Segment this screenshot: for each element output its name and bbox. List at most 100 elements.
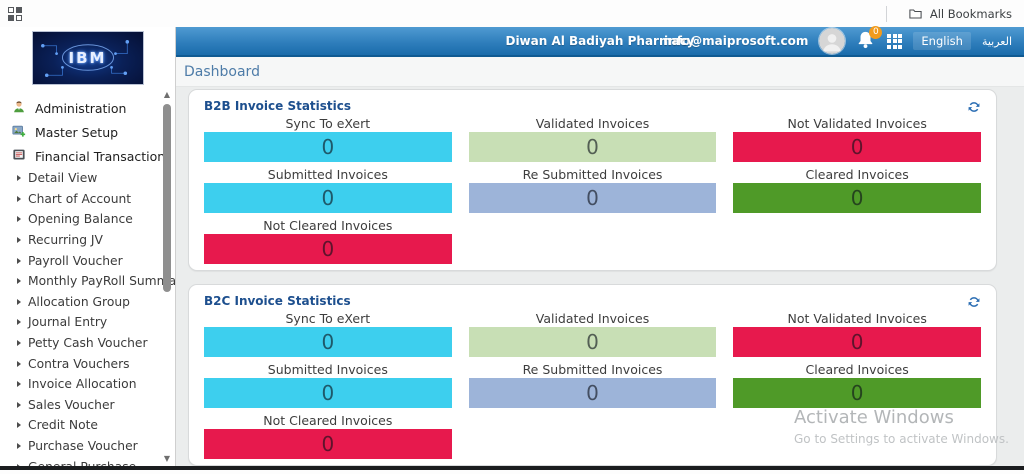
stat-value: 0: [850, 330, 864, 354]
stats-grid: Sync To eXert 0 Validated Invoices 0 Not…: [204, 115, 981, 264]
circuit-decoration: [40, 39, 129, 77]
language-english-button[interactable]: English: [913, 32, 971, 50]
financial-transaction-icon: [12, 148, 26, 165]
ibm-logo: IBM: [31, 30, 144, 85]
stat-value-box: 0: [468, 183, 717, 213]
stat-label: Not Validated Invoices: [787, 311, 927, 326]
stat-value: 0: [321, 186, 335, 210]
folder-icon: [909, 8, 922, 19]
page-title: Dashboard: [184, 63, 260, 80]
stat-value-box: 0: [204, 327, 452, 357]
chevron-right-icon: [17, 443, 21, 450]
stat-sync-to-exert: Sync To eXert 0: [204, 310, 452, 357]
logo-area: IBM: [0, 27, 175, 88]
stat-value: 0: [321, 330, 335, 354]
window-bottom-edge: [0, 466, 1024, 470]
user-avatar[interactable]: [819, 28, 846, 54]
sidebar-item-chart-of-account[interactable]: Chart of Account: [7, 189, 159, 210]
page-header: Dashboard: [176, 57, 1024, 87]
chevron-right-icon: [17, 381, 21, 388]
chevron-right-icon: [17, 257, 21, 264]
stat-value-box: 0: [733, 378, 981, 408]
scroll-down-arrow[interactable]: ▼: [163, 454, 171, 463]
stat-not-validated-invoices: Not Validated Invoices 0: [733, 115, 981, 162]
chevron-right-icon: [17, 278, 21, 285]
stat-cleared-invoices: Cleared Invoices 0: [733, 361, 981, 408]
sidebar: IBM Administration Master Setup Financia…: [0, 27, 176, 474]
notifications-button[interactable]: 0: [856, 26, 883, 52]
sidebar-item-financial-transaction[interactable]: Financial Transaction: [7, 144, 165, 168]
stat-label: Validated Invoices: [535, 311, 650, 326]
stat-label: Re Submitted Invoices: [522, 362, 663, 377]
sidebar-sub-items: Detail View Chart of Account Opening Bal…: [7, 168, 175, 474]
stat-not-cleared-invoices: Not Cleared Invoices 0: [204, 217, 452, 264]
scroll-up-arrow[interactable]: ▲: [163, 90, 171, 99]
chevron-right-icon: [17, 195, 21, 202]
stat-value: 0: [850, 135, 864, 159]
stat-value-box: 0: [468, 378, 717, 408]
sidebar-item-recurring-jv[interactable]: Recurring JV: [7, 230, 159, 251]
stat-value-box: 0: [204, 429, 452, 459]
stat-value-box: 0: [204, 378, 452, 408]
stat-label: Not Cleared Invoices: [263, 413, 393, 428]
stat-value: 0: [321, 237, 335, 261]
sidebar-item-payroll-voucher[interactable]: Payroll Voucher: [7, 250, 159, 271]
app-header: Diwan Al Badiyah Pharmacy info@maiprosof…: [176, 26, 1024, 57]
stat-label: Submitted Invoices: [267, 167, 388, 182]
chevron-right-icon: [17, 340, 21, 347]
stat-value-box: 0: [733, 183, 981, 213]
chevron-right-icon: [17, 319, 21, 326]
refresh-icon[interactable]: [967, 294, 981, 308]
stat-not-cleared-invoices: Not Cleared Invoices 0: [204, 412, 452, 459]
tab-groups-icon[interactable]: [8, 6, 22, 21]
stat-value-box: 0: [733, 327, 981, 357]
sidebar-item-opening-balance[interactable]: Opening Balance: [7, 209, 159, 230]
sidebar-item-monthly-payroll-summary[interactable]: Monthly PayRoll Summary: [7, 271, 175, 292]
stat-value-box: 0: [468, 327, 717, 357]
stat-value-box: 0: [733, 132, 981, 162]
sidebar-item-contra-vouchers[interactable]: Contra Vouchers: [7, 353, 159, 374]
stat-label: Not Validated Invoices: [787, 116, 927, 131]
stat-not-validated-invoices: Not Validated Invoices 0: [733, 310, 981, 357]
sidebar-item-administration[interactable]: Administration: [7, 96, 159, 120]
sidebar-item-master-setup[interactable]: Master Setup: [7, 120, 159, 144]
sidebar-top-items: Administration Master Setup Financial Tr…: [7, 96, 165, 168]
sidebar-item-sales-voucher[interactable]: Sales Voucher: [7, 395, 159, 416]
sidebar-item-purchase-voucher[interactable]: Purchase Voucher: [7, 436, 159, 457]
stat-submitted-invoices: Submitted Invoices 0: [204, 166, 452, 213]
notification-badge: 0: [869, 26, 883, 39]
stat-validated-invoices: Validated Invoices 0: [468, 115, 717, 162]
chevron-right-icon: [17, 216, 21, 223]
stat-submitted-invoices: Submitted Invoices 0: [204, 361, 452, 408]
ibm-logo-text: IBM: [68, 48, 107, 67]
cards-container: B2B Invoice Statistics Sync To eXert 0 V…: [188, 89, 997, 466]
apps-grid-icon[interactable]: [887, 33, 903, 49]
main-content: B2B Invoice Statistics Sync To eXert 0 V…: [176, 87, 1024, 474]
sidebar-item-invoice-allocation[interactable]: Invoice Allocation: [7, 374, 159, 395]
stat-value: 0: [586, 135, 599, 159]
card-title: B2C Invoice Statistics: [204, 293, 351, 308]
sidebar-item-petty-cash-voucher[interactable]: Petty Cash Voucher: [7, 333, 159, 354]
stat-cleared-invoices: Cleared Invoices 0: [733, 166, 981, 213]
sidebar-item-credit-note[interactable]: Credit Note: [7, 415, 159, 436]
company-name: Diwan Al Badiyah Pharmacy: [505, 34, 695, 48]
bookmarks-separator: [885, 5, 887, 22]
chevron-right-icon: [17, 422, 21, 429]
stat-value: 0: [850, 381, 864, 405]
sidebar-menu: Administration Master Setup Financial Tr…: [0, 88, 175, 474]
all-bookmarks-button[interactable]: All Bookmarks: [929, 6, 1012, 21]
scrollbar-thumb[interactable]: [163, 104, 171, 292]
chevron-right-icon: [17, 360, 21, 367]
stat-label: Cleared Invoices: [805, 167, 909, 182]
card-title: B2B Invoice Statistics: [204, 98, 352, 113]
refresh-icon[interactable]: [967, 99, 981, 113]
chevron-right-icon: [17, 401, 21, 408]
language-arabic-button[interactable]: العربية: [981, 34, 1012, 48]
stat-value: 0: [586, 330, 599, 354]
sidebar-item-journal-entry[interactable]: Journal Entry: [7, 312, 159, 333]
sidebar-item-allocation-group[interactable]: Allocation Group: [7, 292, 159, 313]
stat-validated-invoices: Validated Invoices 0: [468, 310, 717, 357]
stat-label: Cleared Invoices: [805, 362, 909, 377]
sidebar-item-detail-view[interactable]: Detail View: [7, 168, 159, 189]
stat-label: Validated Invoices: [535, 116, 650, 131]
